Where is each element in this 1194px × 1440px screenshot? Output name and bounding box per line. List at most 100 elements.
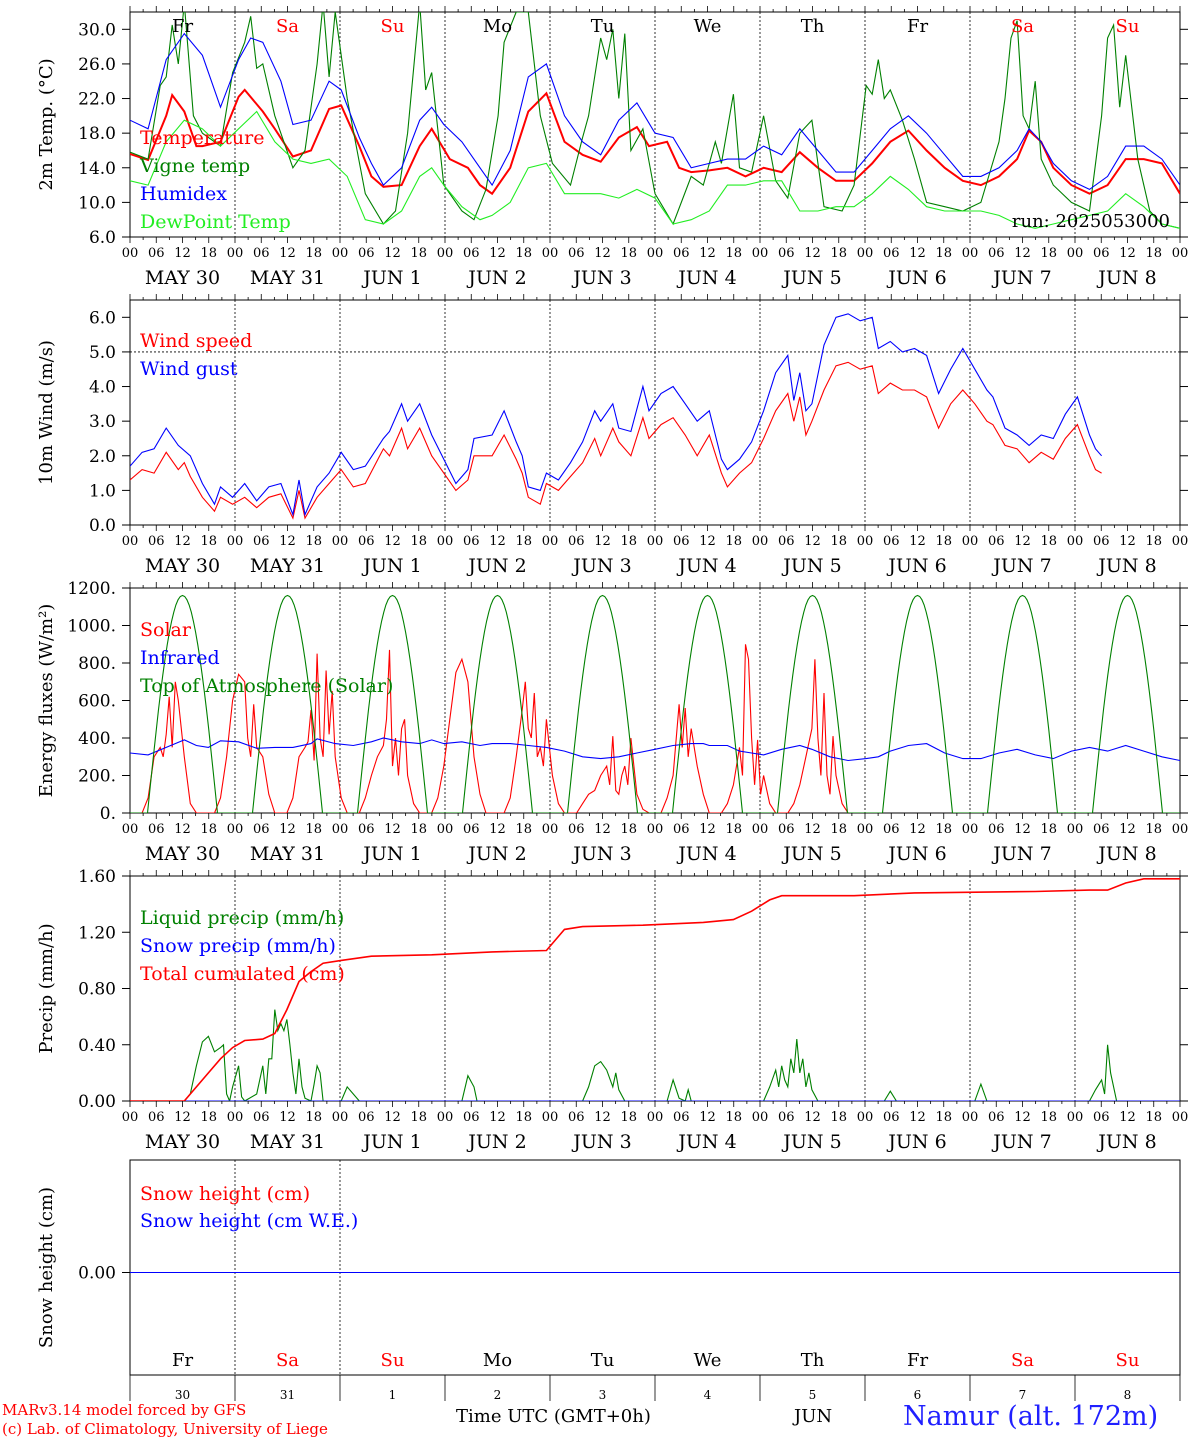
panel-3: 00 06 12 18 00 06 12 18 00 06 12 18 00 06 12 18 00 06 12 18…	[36, 579, 1188, 865]
hour-label: 18	[305, 1110, 322, 1125]
hour-label: 12	[384, 1110, 401, 1125]
hour-label: 18	[1040, 246, 1057, 261]
hour-label: 06	[673, 534, 690, 549]
hour-label: 06	[778, 246, 795, 261]
hour-label: 12	[1014, 534, 1031, 549]
hour-label: 00	[332, 534, 349, 549]
hour-label: 00	[1067, 1110, 1084, 1125]
hour-label: 00	[332, 1110, 349, 1125]
legend-entry: Snow height (cm W.E.)	[140, 1210, 358, 1232]
day-number: 7	[1019, 1388, 1027, 1402]
day-number: 31	[280, 1388, 295, 1402]
day-name: We	[694, 1350, 722, 1371]
date-label: JUN 6	[886, 1131, 946, 1153]
hour-label: 18	[830, 534, 847, 549]
hour-label: 18	[200, 822, 217, 837]
hour-label: 06	[988, 1110, 1005, 1125]
series-line-1	[130, 313, 1103, 517]
date-label: MAY 31	[250, 555, 325, 577]
hour-label: 00	[227, 246, 244, 261]
y-tick-label: 18.0	[78, 124, 116, 144]
hour-label: 06	[148, 534, 165, 549]
hour-label: 06	[673, 246, 690, 261]
hour-label: 18	[410, 246, 427, 261]
hour-label: 00	[437, 822, 454, 837]
day-number: 30	[175, 1388, 190, 1402]
hour-label: 18	[935, 246, 952, 261]
hour-label: 18	[725, 534, 742, 549]
hour-label: 12	[279, 1110, 296, 1125]
hour-label: 00	[962, 246, 979, 261]
hour-label: 18	[200, 534, 217, 549]
hour-label: 12	[909, 534, 926, 549]
hour-label: 12	[594, 1110, 611, 1125]
legend-entry: Infrared	[140, 647, 220, 669]
hour-label: 12	[699, 822, 716, 837]
series-line-2	[130, 594, 1180, 813]
hour-label: 00	[1172, 534, 1189, 549]
y-tick-label: 3.0	[89, 412, 116, 432]
hour-label: 18	[830, 1110, 847, 1125]
hour-label: 06	[463, 534, 480, 549]
day-name: Sa	[1011, 16, 1034, 37]
hour-label: 00	[332, 246, 349, 261]
hour-label: 06	[1093, 822, 1110, 837]
date-label: JUN 5	[781, 267, 841, 289]
hour-label: 00	[332, 822, 349, 837]
day-number: 6	[914, 1388, 922, 1402]
hour-label: 06	[988, 534, 1005, 549]
day-name: We	[694, 16, 722, 37]
hour-label: 06	[358, 1110, 375, 1125]
hour-label: 12	[279, 534, 296, 549]
hour-label: 18	[1040, 534, 1057, 549]
series-line-2	[130, 878, 1180, 1101]
legend-entry: Snow height (cm)	[140, 1183, 310, 1205]
date-label: JUN 3	[571, 1131, 631, 1153]
hour-label: 00	[752, 1110, 769, 1125]
panel-2: 00 06 12 18 00 06 12 18 00 06 12 18 00 06 12 18 00 06 12 18…	[36, 294, 1188, 577]
hour-label: 12	[174, 822, 191, 837]
hour-label: 06	[883, 822, 900, 837]
date-label: JUN 3	[571, 843, 631, 865]
y-axis-label: Precip (mm/h)	[36, 923, 57, 1053]
hour-label: 00	[962, 534, 979, 549]
day-name: Tu	[591, 16, 615, 37]
y-tick-label: 6.0	[89, 228, 116, 248]
hour-label: 00	[1172, 822, 1189, 837]
date-label: JUN 4	[676, 267, 736, 289]
hour-label: 12	[384, 534, 401, 549]
date-label: JUN 2	[466, 267, 526, 289]
hour-label: 06	[883, 534, 900, 549]
series-line-1	[130, 737, 1180, 762]
hour-label: 06	[988, 822, 1005, 837]
hour-label: 18	[725, 246, 742, 261]
series-line-0	[130, 1009, 1180, 1101]
date-label: JUN 5	[781, 843, 841, 865]
series-line-0	[130, 644, 849, 813]
day-name: Su	[1116, 1350, 1140, 1371]
date-label: JUN 5	[781, 555, 841, 577]
day-number: 3	[599, 1388, 607, 1402]
y-tick-label: 6.0	[89, 308, 116, 328]
hour-label: 00	[542, 1110, 559, 1125]
hour-label: 06	[883, 1110, 900, 1125]
hour-label: 12	[699, 246, 716, 261]
date-label: MAY 31	[250, 267, 325, 289]
legend-entry: Wind gust	[140, 358, 238, 380]
y-tick-label: 5.0	[89, 343, 116, 363]
date-label: JUN 8	[1096, 555, 1156, 577]
series-line-3	[130, 110, 1180, 229]
date-label: JUN 8	[1096, 1131, 1156, 1153]
day-name: Sa	[1011, 1350, 1034, 1371]
legend-entry: Humidex	[140, 183, 227, 205]
y-tick-label: 10.0	[78, 193, 116, 213]
hour-label: 06	[568, 534, 585, 549]
date-label: JUN 8	[1096, 843, 1156, 865]
hour-label: 12	[594, 534, 611, 549]
hour-label: 18	[410, 822, 427, 837]
day-name: Fr	[907, 16, 928, 37]
hour-label: 18	[515, 246, 532, 261]
hour-label: 00	[437, 246, 454, 261]
hour-label: 06	[463, 1110, 480, 1125]
date-label: JUN 6	[886, 843, 946, 865]
